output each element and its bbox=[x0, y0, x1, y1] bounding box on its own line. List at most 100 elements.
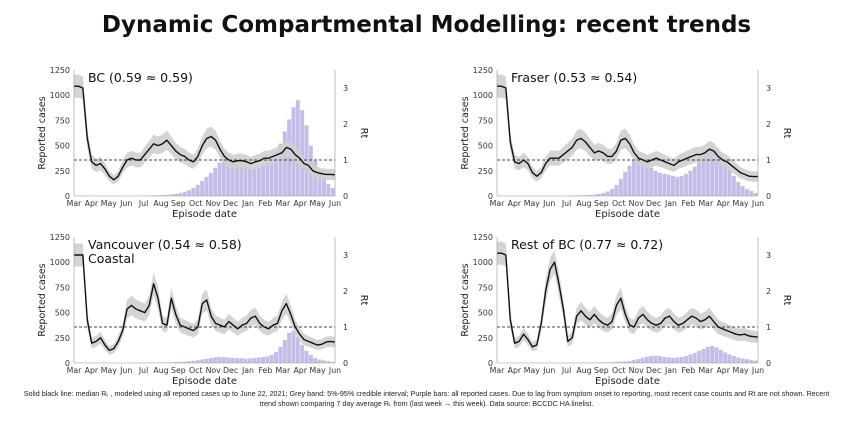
x-tick-label: Oct bbox=[612, 199, 625, 208]
case-bar bbox=[618, 361, 623, 363]
case-bar bbox=[714, 347, 719, 363]
case-bar bbox=[330, 187, 335, 196]
x-tick-label: Apr bbox=[293, 366, 307, 375]
case-bar bbox=[295, 100, 300, 196]
case-bar bbox=[710, 145, 715, 196]
x-axis-label: Episode date bbox=[172, 376, 237, 387]
case-bar bbox=[165, 362, 170, 363]
y-tick-label: 250 bbox=[478, 167, 493, 176]
x-tick-label: Jun bbox=[119, 366, 132, 375]
case-bar bbox=[636, 157, 641, 196]
case-bar bbox=[610, 188, 615, 196]
case-bar bbox=[234, 163, 239, 196]
credible-band bbox=[497, 241, 758, 352]
case-bar bbox=[631, 160, 636, 196]
case-bar bbox=[256, 167, 261, 196]
panel-label-line: BC (0.59 ≈ 0.59) bbox=[88, 70, 193, 85]
case-bar bbox=[191, 187, 196, 196]
case-bar bbox=[300, 344, 305, 363]
case-bar bbox=[239, 165, 244, 196]
x-tick-label: May bbox=[733, 199, 750, 208]
x-tick-label: Nov bbox=[206, 366, 222, 375]
panel-label-line: Coastal bbox=[88, 251, 135, 266]
case-bar bbox=[688, 354, 693, 363]
panel-label: Vancouver (0.54 ≈ 0.58) Coastal bbox=[88, 237, 242, 266]
case-bar bbox=[649, 355, 654, 363]
y-tick-label: 500 bbox=[478, 142, 493, 151]
case-bar bbox=[753, 192, 758, 196]
y-tick-label: 0 bbox=[488, 359, 493, 368]
case-bar bbox=[579, 195, 584, 196]
x-tick-label: Feb bbox=[258, 366, 272, 375]
case-bar bbox=[274, 152, 279, 196]
y-tick-label: 250 bbox=[478, 334, 493, 343]
case-bar bbox=[261, 356, 265, 363]
case-bar bbox=[156, 195, 161, 196]
case-bar bbox=[753, 360, 758, 363]
y-tick-label: 750 bbox=[55, 283, 70, 292]
case-bar bbox=[243, 166, 248, 196]
case-bar bbox=[640, 357, 645, 363]
y2-tick-label: 3 bbox=[766, 251, 771, 260]
case-bar bbox=[653, 355, 658, 363]
case-bar bbox=[217, 162, 222, 196]
case-bar bbox=[182, 361, 187, 363]
case-bar bbox=[701, 155, 706, 196]
case-bar bbox=[226, 157, 231, 196]
case-bar bbox=[740, 185, 745, 196]
x-tick-label: Mar bbox=[698, 199, 714, 208]
y2-tick-label: 2 bbox=[766, 120, 771, 129]
case-bar bbox=[736, 181, 741, 196]
y-tick-label: 250 bbox=[55, 167, 70, 176]
case-bar bbox=[644, 356, 649, 363]
y-tick-label: 1000 bbox=[473, 91, 493, 100]
y2-tick-label: 0 bbox=[343, 192, 348, 201]
case-bar bbox=[195, 360, 200, 363]
case-bar bbox=[278, 143, 283, 196]
x-tick-label: May bbox=[310, 199, 327, 208]
panel-label: Rest of BC (0.77 ≈ 0.72) bbox=[511, 237, 663, 252]
y2-tick-label: 1 bbox=[766, 156, 771, 165]
x-tick-label: Jul bbox=[561, 366, 571, 375]
panel-label: BC (0.59 ≈ 0.59) bbox=[88, 70, 193, 85]
credible-band bbox=[497, 74, 758, 182]
y-tick-label: 1250 bbox=[473, 66, 493, 75]
case-bar bbox=[278, 346, 283, 363]
case-bar bbox=[265, 162, 270, 196]
x-tick-label: Mar bbox=[490, 366, 506, 375]
case-bar bbox=[200, 359, 205, 363]
case-bar bbox=[627, 165, 632, 196]
case-bar bbox=[165, 194, 170, 196]
case-bar bbox=[597, 193, 601, 196]
case-bar bbox=[610, 362, 615, 363]
x-tick-label: Aug bbox=[153, 199, 168, 208]
case-bar bbox=[169, 362, 174, 363]
x-tick-label: May bbox=[101, 366, 118, 375]
y2-axis-label: Rt bbox=[781, 128, 792, 139]
x-tick-label: Jul bbox=[561, 199, 571, 208]
case-bar bbox=[731, 175, 736, 196]
case-bar bbox=[684, 173, 688, 196]
case-bar bbox=[326, 361, 331, 363]
x-tick-label: Oct bbox=[612, 366, 625, 375]
y2-tick-label: 1 bbox=[343, 323, 348, 332]
y-tick-label: 1000 bbox=[50, 258, 70, 267]
panel-label-line: Fraser (0.53 ≈ 0.54) bbox=[511, 70, 637, 85]
case-bar bbox=[636, 359, 641, 363]
x-tick-label: Sep bbox=[171, 366, 186, 375]
x-tick-label: May bbox=[733, 366, 750, 375]
x-tick-label: Sep bbox=[594, 199, 609, 208]
case-bar bbox=[605, 362, 610, 363]
case-bar bbox=[230, 357, 235, 363]
x-tick-label: Mar bbox=[698, 366, 714, 375]
panel-label: Fraser (0.53 ≈ 0.54) bbox=[511, 70, 637, 85]
case-bar bbox=[684, 355, 688, 363]
case-bar bbox=[248, 358, 252, 363]
case-bar bbox=[208, 172, 213, 196]
y-tick-label: 750 bbox=[55, 116, 70, 125]
case-bar bbox=[243, 358, 248, 363]
y-tick-label: 1250 bbox=[50, 66, 70, 75]
x-tick-label: Nov bbox=[629, 366, 645, 375]
